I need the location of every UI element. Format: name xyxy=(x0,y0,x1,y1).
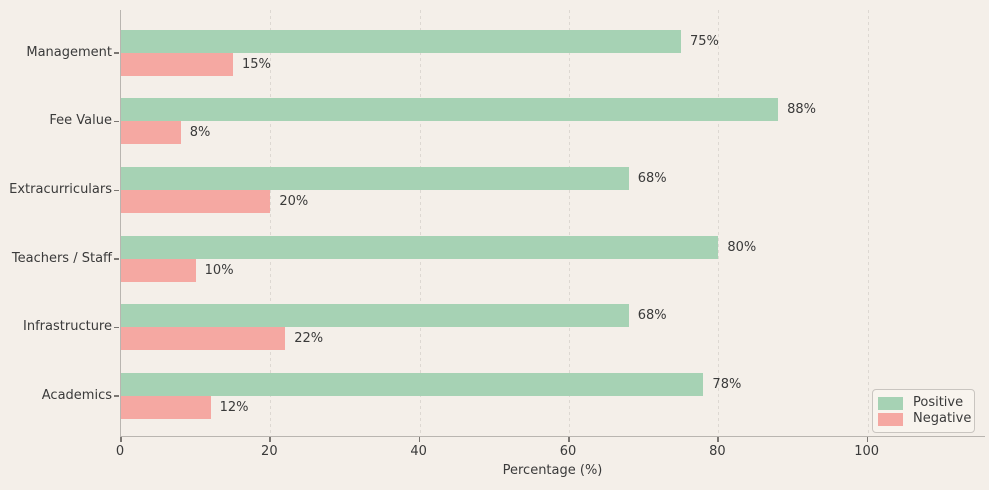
x-tick-label-100: 100 xyxy=(854,444,880,459)
bar-positive-3 xyxy=(121,235,719,259)
legend-item-negative: Negative xyxy=(878,412,974,426)
category-label: Academics xyxy=(41,387,112,403)
y-tick-3 xyxy=(114,258,119,260)
x-tick-60 xyxy=(568,437,570,442)
legend-label-negative: Negative xyxy=(913,411,972,426)
value-label-positive-0: 75% xyxy=(690,33,719,49)
value-label-positive-2: 68% xyxy=(637,171,667,186)
value-label-negative-1: 8% xyxy=(189,125,211,141)
category-label: Teachers / Staff xyxy=(11,250,112,266)
plot-area: 75% 15% 88% 8% 68% 20% 80% 10% 68% 22% 78% 12% xyxy=(120,10,985,437)
x-tick-0 xyxy=(120,437,122,442)
value-label-negative-5: 12% xyxy=(219,399,249,415)
x-tick-20 xyxy=(269,437,271,442)
bar-negative-1 xyxy=(121,121,181,145)
category-label: Fee Value xyxy=(49,113,112,129)
legend: Positive Negative xyxy=(872,389,975,433)
legend-item-positive: Positive xyxy=(878,396,974,410)
value-label-positive-5: 78% xyxy=(712,376,742,392)
value-label-positive-3: 80% xyxy=(727,239,757,255)
value-label-positive-4: 68% xyxy=(637,308,667,324)
bar-negative-0 xyxy=(121,52,233,76)
category-label: Management xyxy=(26,44,112,60)
x-tick-label-40: 40 xyxy=(410,444,427,459)
bar-positive-2 xyxy=(121,167,629,190)
bar-positive-1 xyxy=(121,98,779,122)
category-label: Infrastructure xyxy=(23,319,112,335)
gridline-80 xyxy=(718,10,720,436)
y-tick-1 xyxy=(114,120,119,123)
gridline-100 xyxy=(867,10,869,436)
bar-negative-2 xyxy=(121,190,271,213)
bar-negative-3 xyxy=(121,258,196,282)
y-tick-0 xyxy=(114,52,119,54)
x-tick-40 xyxy=(418,437,421,442)
x-axis-label: Percentage (%) xyxy=(502,463,603,478)
gridline-20 xyxy=(270,10,272,436)
x-tick-80 xyxy=(717,437,719,442)
gridline-60 xyxy=(569,10,571,436)
y-tick-4 xyxy=(114,326,119,329)
gridline-40 xyxy=(419,10,421,436)
x-tick-label-20: 20 xyxy=(261,444,278,459)
value-label-negative-4: 22% xyxy=(294,331,324,347)
value-label-positive-1: 88% xyxy=(787,102,816,118)
category-label: Extracurriculars xyxy=(9,182,112,197)
value-label-negative-3: 10% xyxy=(204,262,234,278)
value-label-negative-2: 20% xyxy=(279,194,309,209)
y-tick-2 xyxy=(114,189,119,191)
x-tick-label-80: 80 xyxy=(709,444,726,459)
x-tick-label-0: 0 xyxy=(115,444,125,459)
x-tick-label-60: 60 xyxy=(559,444,577,459)
bar-positive-4 xyxy=(121,304,629,328)
x-tick-100 xyxy=(866,437,869,442)
y-tick-5 xyxy=(114,395,119,397)
bar-negative-4 xyxy=(121,327,286,351)
bar-positive-0 xyxy=(121,29,682,53)
bar-positive-5 xyxy=(121,372,704,396)
value-label-negative-0: 15% xyxy=(242,56,271,72)
bar-negative-5 xyxy=(121,395,211,419)
legend-label-positive: Positive xyxy=(913,395,964,410)
positive-swatch xyxy=(878,396,903,410)
negative-swatch xyxy=(878,412,903,426)
